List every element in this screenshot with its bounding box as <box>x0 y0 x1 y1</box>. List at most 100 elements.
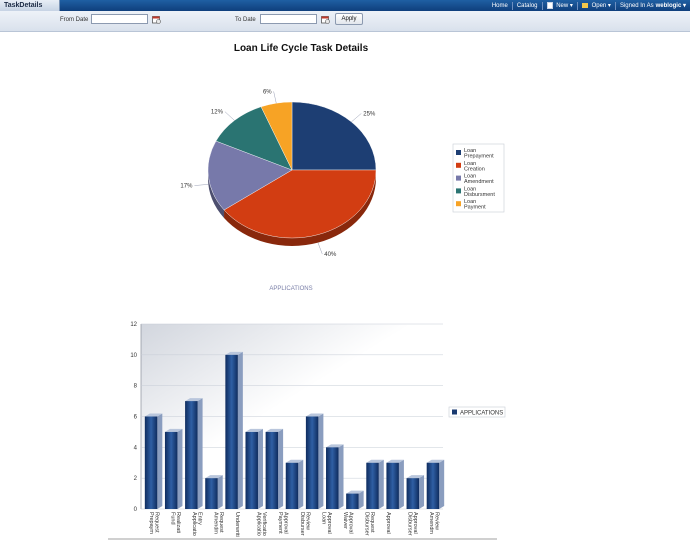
bar-top <box>406 475 425 479</box>
x-tick-label: DisburserReview <box>299 512 311 536</box>
user-name: weblogic <box>655 3 682 9</box>
x-tick-label: AmendmRequest <box>213 512 225 534</box>
menu-separator <box>541 1 543 10</box>
filter-bar: From Date To Date Apply <box>0 11 690 32</box>
y-tick-label: 0 <box>134 507 138 513</box>
pie-data-label: 40% <box>324 252 337 258</box>
from-date-label: From Date <box>60 17 89 23</box>
legend-swatch <box>456 201 461 207</box>
bar-side <box>237 351 243 509</box>
pie-leader-line <box>194 184 209 186</box>
pie-leader-line <box>317 242 323 255</box>
legend-swatch <box>456 175 461 181</box>
bar-side <box>278 428 284 509</box>
bar-side <box>257 428 263 509</box>
legend-entry: Loan Disbursment <box>464 186 495 198</box>
bar-side <box>217 475 223 509</box>
bar <box>245 431 258 509</box>
legend-entry: APPLICATIONS <box>460 411 503 417</box>
new-menu-label: New <box>556 3 569 10</box>
bar-legend <box>448 406 506 418</box>
pie-slice-side <box>208 170 225 218</box>
calendar-icon[interactable] <box>321 15 330 24</box>
open-menu[interactable]: Open ▾ <box>581 2 611 9</box>
bar <box>346 493 359 509</box>
bar-top <box>366 459 384 463</box>
bar-top <box>225 351 243 355</box>
x-tick-label: PrepaymRequest <box>148 512 160 534</box>
to-date-input[interactable] <box>260 14 317 24</box>
from-date-input[interactable] <box>91 14 148 24</box>
bar-side <box>298 459 304 509</box>
top-bar: TaskDetails Home Catalog New ▾ Open ▾ Si… <box>0 0 690 11</box>
bar-top <box>185 398 203 402</box>
x-tick-label: Underwriti <box>234 512 240 537</box>
user-menu[interactable]: weblogic ▾ <box>656 2 686 9</box>
pie-data-label: 12% <box>211 110 224 116</box>
pie-leader-line <box>224 111 235 121</box>
bar-side <box>197 398 203 509</box>
bar-side <box>318 413 324 509</box>
x-tick-label: LoanApproval <box>320 512 332 534</box>
x-tick-label: Approval <box>385 512 391 534</box>
pie-chart: Loan Life Cycle Task Details 25% 40% 17% 12… <box>180 43 505 292</box>
bar <box>205 478 218 509</box>
home-link[interactable]: Home <box>491 2 508 9</box>
x-tick-label: ApplicatioEntry <box>191 512 203 536</box>
bar-top <box>346 490 364 494</box>
bar <box>326 447 339 509</box>
menu-separator <box>511 1 513 10</box>
pie-slice <box>260 101 293 171</box>
bar <box>406 478 420 509</box>
chevron-down-icon: ▾ <box>682 3 686 9</box>
x-tick-label: PaymentApproval <box>277 512 289 534</box>
bar <box>185 401 198 509</box>
bar-side <box>338 444 344 509</box>
bar-top <box>144 413 163 417</box>
catalog-link[interactable]: Catalog <box>516 2 538 9</box>
open-menu-label: Open <box>591 3 607 9</box>
x-tick-label: DisburserApproval <box>407 512 419 536</box>
calendar-icon[interactable] <box>152 15 161 24</box>
legend-swatch <box>456 162 461 168</box>
bar <box>265 431 279 509</box>
folder-icon <box>581 2 588 8</box>
pie-data-label: 6% <box>263 89 272 95</box>
bar-side <box>358 490 364 509</box>
menu-separator <box>576 1 578 10</box>
bar-top <box>285 459 304 463</box>
y-tick-label: 12 <box>130 322 137 328</box>
bar <box>225 354 238 509</box>
y-tick-label: 10 <box>130 353 137 359</box>
bar <box>366 462 379 509</box>
bar-side <box>177 428 183 509</box>
y-tick-label: 4 <box>134 445 138 451</box>
chevron-down-icon: ▾ <box>569 3 573 10</box>
bar-side <box>157 413 163 509</box>
legend-swatch <box>456 188 461 194</box>
bar <box>426 462 440 509</box>
y-tick-label: 8 <box>134 384 138 390</box>
pie-slice <box>207 140 293 211</box>
dashboard-tab[interactable]: TaskDetails <box>0 0 60 11</box>
bar-top <box>164 428 183 432</box>
new-menu[interactable]: New ▾ <box>546 1 573 10</box>
legend-swatch <box>452 409 457 415</box>
legend-entry: Loan Creation <box>464 161 485 173</box>
bar <box>305 416 319 509</box>
x-tick-label: WaiverApproval <box>342 512 354 534</box>
bar-side <box>398 459 404 509</box>
bar-side <box>439 459 445 509</box>
pie-slice <box>215 106 293 171</box>
y-tick-label: 6 <box>134 415 138 421</box>
apply-button[interactable]: Apply <box>335 13 363 25</box>
x-tick-label: AmendmReview <box>428 512 440 534</box>
pie-leader-line <box>351 113 362 123</box>
pie-leader-line <box>273 91 277 104</box>
x-tick-label: DisburserRequest <box>364 512 376 536</box>
bar <box>285 462 299 509</box>
legend-swatch <box>456 150 461 155</box>
bar-top <box>305 413 324 417</box>
legend-entry: Loan Payment <box>464 199 486 211</box>
bar-top <box>326 444 344 448</box>
